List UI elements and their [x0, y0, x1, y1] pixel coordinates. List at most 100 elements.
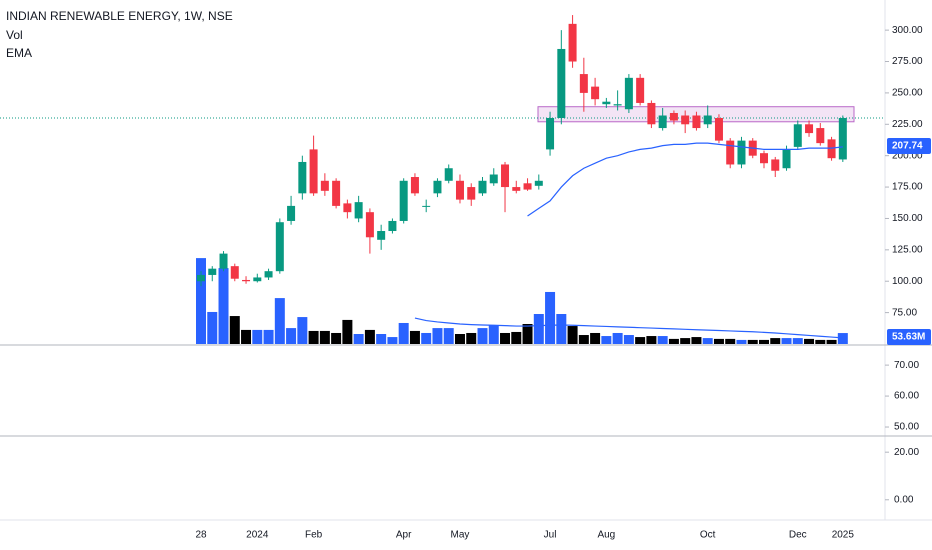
volume-bar	[196, 258, 206, 344]
volume-label-box	[887, 329, 931, 346]
volume-bar	[792, 338, 803, 344]
candle-body	[298, 161, 307, 194]
candle-body	[219, 253, 228, 269]
y-tick-label: 70.00	[894, 360, 919, 371]
candle-body	[242, 279, 251, 282]
candle-body	[377, 231, 386, 240]
candle-body	[827, 139, 836, 159]
volume-bar	[364, 329, 375, 344]
candle-body	[737, 140, 746, 165]
volume-bar	[533, 314, 544, 344]
volume-bar	[815, 339, 826, 344]
candle-body	[534, 180, 543, 186]
volume-bar	[342, 319, 353, 344]
candle-body	[433, 180, 442, 194]
candle-body	[478, 180, 487, 194]
candle-body	[197, 274, 205, 282]
candle-body	[681, 115, 690, 125]
candle-body	[309, 149, 318, 194]
candle-body	[568, 23, 577, 62]
y-tick-label: 150.00	[892, 213, 923, 224]
volume-bar	[421, 332, 432, 344]
volume-bar	[545, 291, 556, 344]
candle-body	[467, 187, 476, 200]
volume-bar	[567, 326, 578, 344]
candle-body	[365, 212, 374, 238]
volume-bar	[207, 311, 218, 344]
candle-body	[624, 77, 633, 110]
candle-body	[489, 174, 498, 184]
last-price-label: 207.74	[892, 141, 923, 152]
candle-body	[557, 48, 566, 119]
candle-body	[669, 112, 678, 121]
y-tick-label: 175.00	[892, 182, 923, 193]
volume-bar	[556, 314, 567, 344]
chart-title: INDIAN RENEWABLE ENERGY, 1W, NSE	[6, 9, 233, 23]
candle-body	[726, 140, 735, 165]
candle-body	[410, 177, 419, 194]
volume-bar	[297, 317, 308, 344]
volume-legend: Vol	[6, 28, 23, 42]
y-tick-label: 200.00	[892, 150, 923, 161]
volume-bar	[218, 268, 229, 344]
volume-bar	[274, 298, 285, 344]
candle-body	[287, 205, 296, 221]
candle-body	[523, 183, 532, 190]
candle-body	[805, 124, 814, 134]
candle-body	[399, 180, 408, 221]
y-tick-label: 275.00	[892, 56, 923, 67]
candle-body	[703, 115, 712, 125]
volume-bar	[443, 328, 454, 344]
volume-bar	[286, 328, 297, 344]
volume-bar	[522, 324, 533, 344]
candle-body	[771, 159, 780, 171]
candle-body	[579, 74, 588, 93]
volume-bar	[353, 334, 364, 344]
volume-bar	[635, 337, 646, 344]
candle-body	[354, 202, 363, 219]
y-tick-label: 250.00	[892, 88, 923, 99]
candle-body	[275, 222, 284, 272]
x-tick-label: May	[451, 530, 470, 541]
volume-bar	[511, 331, 522, 344]
volume-bar	[500, 332, 511, 344]
volume-bar	[387, 337, 398, 344]
volume-bar	[319, 330, 330, 344]
volume-bar	[308, 330, 319, 344]
x-tick-label: Apr	[396, 530, 412, 541]
candle-body	[793, 124, 802, 147]
candle-body	[647, 102, 656, 125]
candle-body	[388, 220, 397, 232]
y-tick-label: 60.00	[894, 391, 919, 402]
volume-bar	[781, 338, 792, 344]
volume-bar	[623, 335, 634, 344]
candle-body	[230, 266, 239, 279]
volume-bar	[680, 338, 691, 344]
candle-body	[636, 77, 645, 103]
candle-body	[546, 118, 555, 150]
candle-body	[455, 180, 464, 200]
volume-bar	[826, 339, 837, 344]
volume-bar	[432, 328, 443, 344]
volume-bar	[241, 329, 252, 344]
volume-bar	[736, 339, 747, 344]
x-tick-label: Jul	[544, 530, 557, 541]
volume-bar	[837, 333, 848, 344]
volume-bar	[263, 329, 274, 344]
volume-bar	[702, 338, 713, 344]
x-tick-label: Dec	[789, 530, 807, 541]
volume-bar	[252, 329, 263, 344]
y-tick-label: 225.00	[892, 119, 923, 130]
volume-bar	[725, 338, 736, 344]
volume-bar	[590, 332, 601, 344]
candle-body	[591, 86, 600, 100]
y-tick-label: 0.00	[894, 494, 914, 505]
volume-bar	[398, 322, 409, 344]
volume-bar	[770, 338, 781, 344]
volume-bar	[578, 335, 589, 344]
volume-label: 53.63M	[892, 332, 925, 343]
ema-line	[527, 142, 843, 217]
